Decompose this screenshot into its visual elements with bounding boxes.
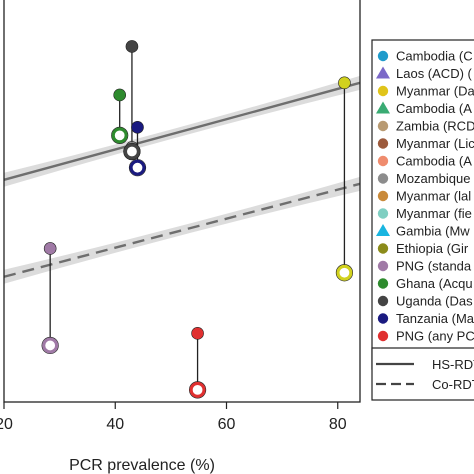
confidence-bands: [4, 75, 360, 284]
confidence-band-1: [4, 176, 360, 284]
legend-label: Myanmar (Da: [396, 84, 474, 99]
legend-marker-circle: [377, 330, 389, 342]
legend-marker-circle: [377, 208, 389, 219]
legend-label: Cambodia (A: [396, 101, 472, 116]
line-legend-frame: [371, 347, 474, 401]
legend-label: Laos (ACD) (: [396, 66, 473, 81]
regression-line-1: [3, 182, 361, 278]
hollow-ring-outline: [111, 126, 129, 144]
filled-point: [338, 76, 351, 90]
filled-point: [43, 242, 57, 255]
hollow-ring-point: [42, 337, 59, 354]
legend-marker-circle: [377, 295, 389, 307]
hollow-ring-outline: [41, 336, 59, 355]
hollow-ring-outline: [335, 264, 354, 282]
legend-marker-triangle: [376, 66, 390, 79]
legend-marker-circle: [377, 243, 389, 254]
legend-marker-triangle: [376, 101, 390, 114]
legend-label: Cambodia (C: [396, 49, 473, 64]
legend-label: Cambodia (A: [396, 154, 472, 169]
hollow-ring-outline: [128, 159, 147, 177]
legend-marker-circle: [377, 50, 389, 62]
filled-point: [131, 120, 144, 134]
legend-label: PNG (standa: [396, 259, 472, 274]
filled-point: [125, 40, 139, 53]
legend-label: PNG (any PC: [396, 329, 474, 344]
legend-marker-circle: [377, 120, 389, 132]
legend-label: Uganda (Das: [396, 294, 473, 309]
filled-point: [113, 88, 126, 102]
legend-line-label: Co-RDT: [432, 377, 474, 392]
plot-frame: [3, 0, 361, 403]
legend: Cambodia (C Laos (ACD) ( Myanmar (Da Cambod…: [371, 39, 474, 401]
legend-label: Ethiopia (Gir: [396, 241, 469, 256]
x-tick-label: 80: [329, 416, 347, 433]
regression-line-0: [3, 81, 361, 181]
x-tick-label: 60: [218, 416, 236, 433]
legend-label: Myanmar (lal: [396, 189, 471, 204]
legend-line-label: HS-RDT: [432, 357, 474, 372]
legend-label: Gambia (Mw: [396, 224, 470, 239]
hollow-ring-point: [123, 143, 141, 160]
hollow-ring-point: [189, 381, 206, 398]
legend-label: Ghana (Acqu: [396, 276, 473, 291]
legend-marker-circle: [377, 313, 389, 324]
x-axis-title: PCR prevalence (%): [69, 457, 215, 474]
legend-marker-circle: [377, 190, 389, 202]
legend-label: Myanmar (Lic: [396, 136, 474, 151]
legend-label: Zambia (RCD: [396, 119, 474, 134]
legend-frame: [371, 39, 474, 370]
hollow-ring-outline: [188, 381, 207, 399]
legend-marker-circle: [377, 155, 389, 167]
x-axis-ticks: 20 40 60 80: [0, 402, 347, 433]
hollow-ring-outline: [123, 142, 141, 161]
data-markers: [41, 40, 354, 399]
filled-point: [191, 327, 204, 340]
hollow-ring-point: [129, 159, 146, 176]
hollow-ring-point: [111, 127, 128, 144]
legend-marker-circle: [377, 260, 389, 272]
legend-label: Myanmar (fie: [396, 206, 472, 221]
x-tick-label: 40: [106, 416, 124, 433]
hollow-ring-point: [336, 264, 353, 281]
legend-marker-circle: [377, 138, 389, 149]
regression-lines: [3, 81, 361, 278]
legend-label: Tanzania (Ma: [396, 311, 474, 326]
legend-marker-triangle: [376, 224, 390, 236]
legend-marker-circle: [377, 85, 389, 97]
legend-label: Mozambique: [396, 171, 470, 186]
x-tick-label: 20: [0, 416, 13, 433]
legend-marker-circle: [377, 278, 389, 289]
legend-marker-circle: [377, 173, 389, 184]
